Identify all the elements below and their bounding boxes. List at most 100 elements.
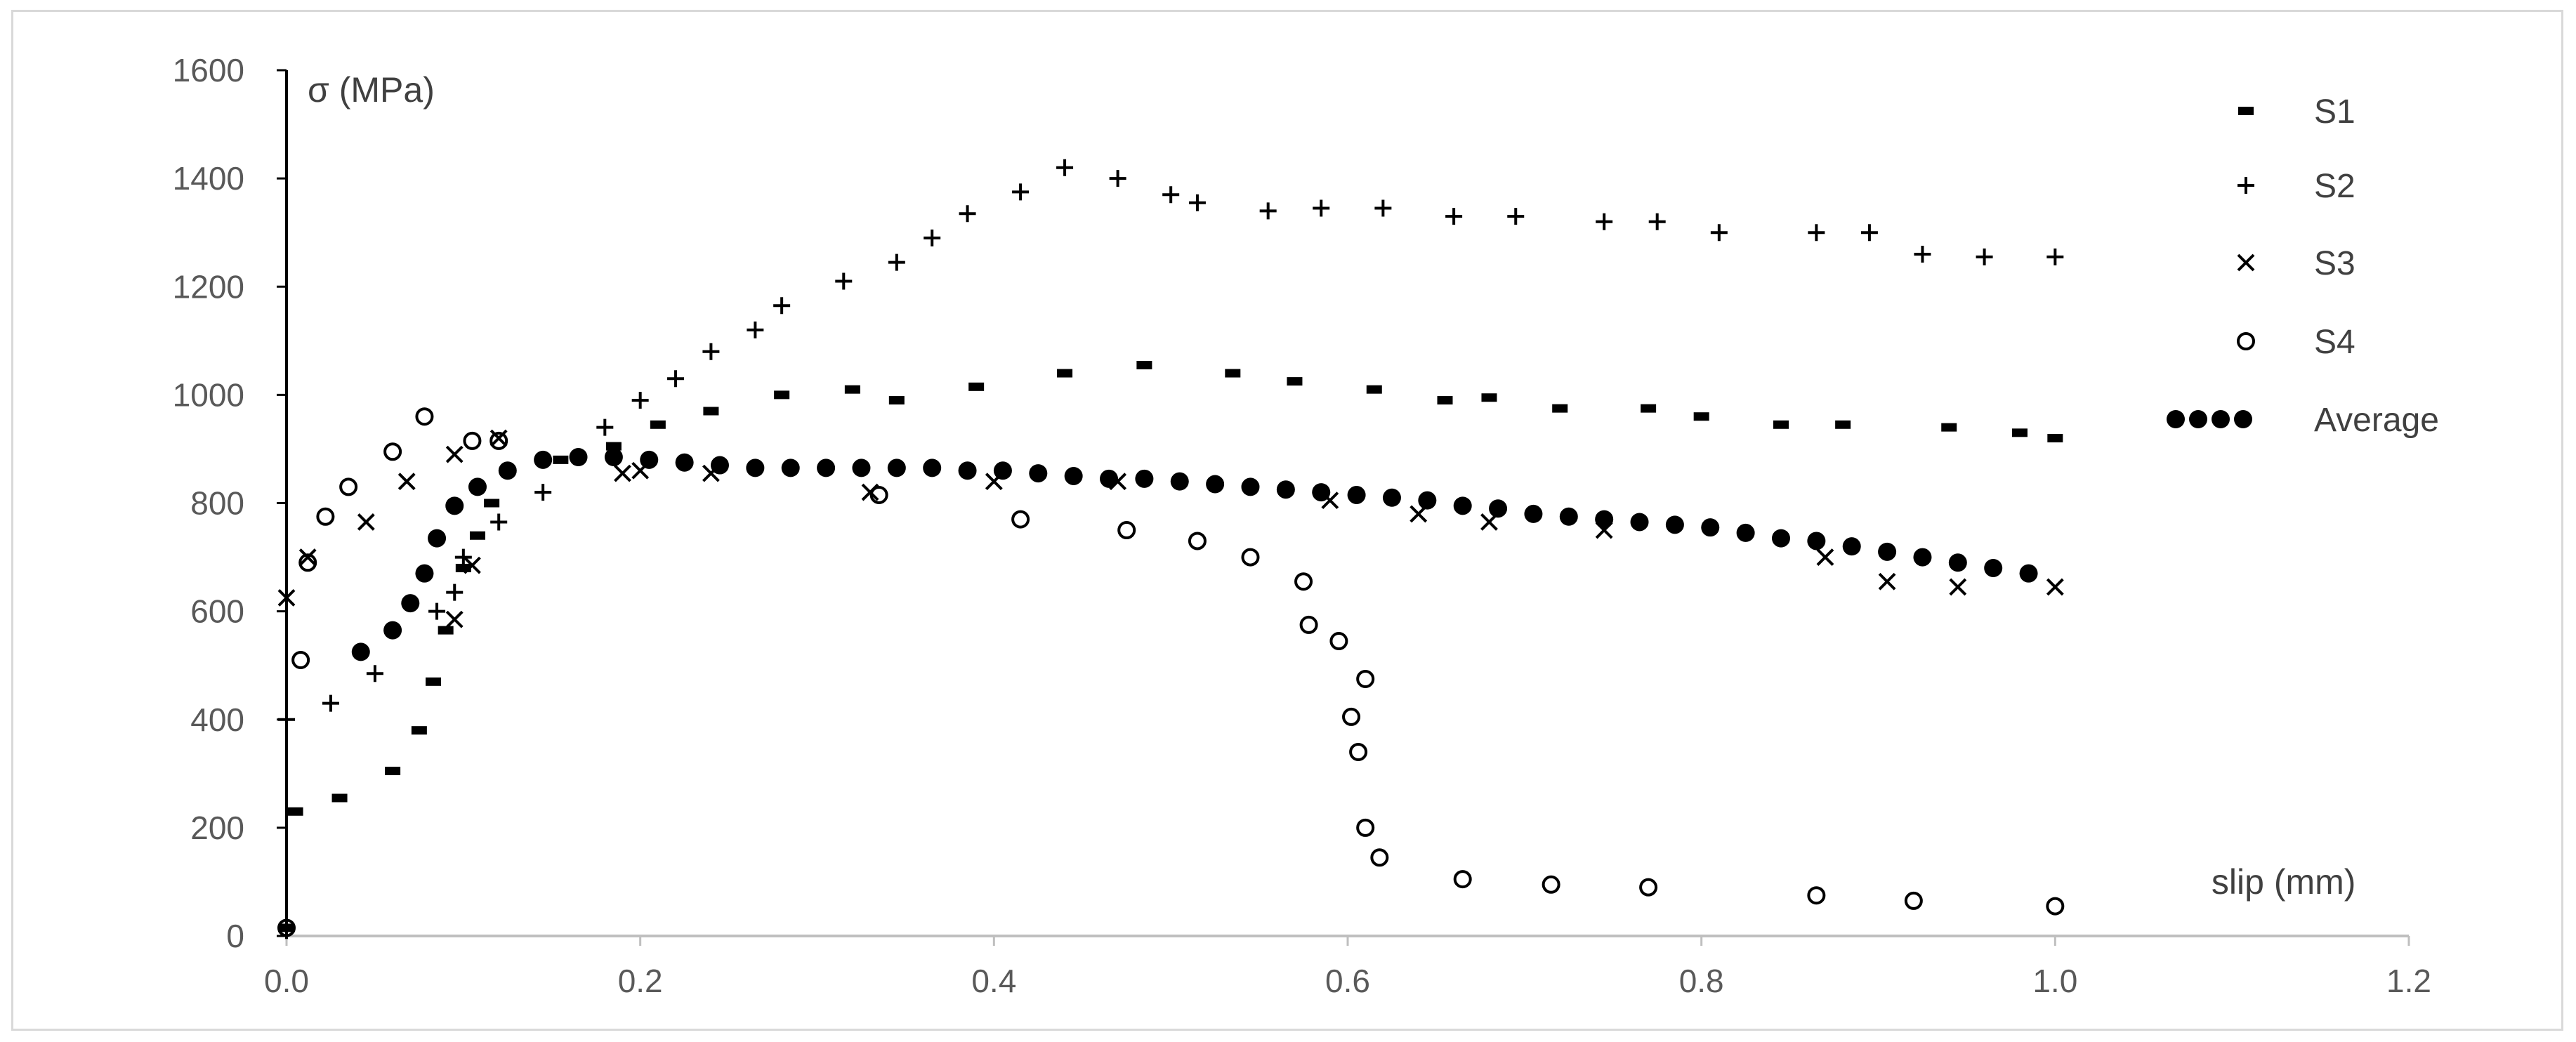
data-point-s2	[835, 272, 853, 290]
data-point-s2	[1507, 208, 1525, 225]
data-point-s2	[1109, 170, 1126, 187]
data-point-s4	[1453, 870, 1472, 889]
data-point-average	[1984, 558, 2003, 577]
data-point-average	[1948, 553, 1967, 572]
data-point-s1	[605, 442, 622, 451]
data-point-average	[1489, 499, 1508, 518]
data-point-s2	[278, 711, 295, 728]
data-point-average	[1736, 523, 1755, 542]
data-point-s1	[411, 726, 427, 735]
legend-marker	[2167, 410, 2185, 428]
data-point-average	[1206, 475, 1225, 494]
data-point-s4	[1370, 848, 1389, 867]
data-point-s1	[1057, 369, 1073, 378]
data-point-s1	[1366, 385, 1382, 394]
data-point-s2	[1188, 194, 1206, 211]
data-point-s2	[2046, 248, 2064, 265]
x-axis-label: slip (mm)	[2212, 862, 2356, 902]
data-point-average	[1771, 529, 1790, 548]
data-point-average	[1312, 483, 1331, 502]
data-point-s2	[959, 205, 976, 223]
data-point-s2	[428, 602, 446, 620]
data-point-s2	[924, 229, 941, 246]
data-point-s3	[445, 610, 464, 628]
data-point-average	[534, 450, 553, 469]
data-point-s2	[454, 548, 472, 566]
data-point-s2	[1976, 248, 1993, 265]
data-point-s4	[1356, 818, 1375, 837]
data-point-s2	[631, 392, 649, 409]
data-point-average	[498, 461, 517, 480]
data-point-s2	[702, 343, 720, 360]
legend-label: S1	[2314, 93, 2355, 131]
y-axis-label: σ (MPa)	[308, 70, 435, 110]
data-point-s4	[1299, 615, 1318, 634]
data-point-s3	[489, 429, 508, 447]
data-point-s4	[291, 650, 310, 669]
data-point-s1	[1437, 396, 1453, 405]
x-tick-label: 0.0	[264, 963, 309, 999]
x-tick-label: 0.4	[971, 963, 1016, 999]
data-point-s4	[489, 431, 508, 450]
y-tick-label: 1000	[173, 376, 244, 413]
data-point-average	[1135, 469, 1154, 488]
data-point-s1	[426, 677, 442, 686]
data-point-s1	[2011, 428, 2028, 437]
x-tick-label: 0.2	[618, 963, 663, 999]
data-point-s3	[1816, 548, 1834, 566]
data-point-s4	[339, 477, 358, 496]
data-point-s3	[1480, 513, 1498, 531]
data-point-average	[1453, 496, 1472, 515]
data-point-average	[1347, 485, 1366, 504]
data-point-s4	[277, 918, 296, 937]
data-point-s1	[1773, 420, 1789, 429]
y-tick-label: 1600	[173, 52, 244, 88]
data-point-s2	[1710, 224, 1728, 242]
data-point-s4	[1807, 886, 1826, 905]
data-point-average	[428, 529, 447, 548]
series-s3-points	[277, 429, 2064, 628]
data-point-s1	[1941, 423, 1957, 432]
data-point-average	[1701, 518, 1720, 537]
data-point-s1	[1641, 404, 1657, 413]
legend-item-s4: S4	[2237, 324, 2355, 361]
x-tick-label: 0.6	[1325, 963, 1370, 999]
data-point-average	[445, 496, 464, 515]
chart-frame	[11, 10, 2563, 1031]
data-point-s4	[316, 507, 335, 526]
x-tick-label: 0.8	[1679, 963, 1724, 999]
data-point-average	[1524, 504, 1543, 523]
data-point-s4	[415, 407, 434, 426]
legend-marker	[2237, 177, 2254, 194]
data-point-s2	[446, 583, 464, 601]
data-point-average	[1559, 507, 1578, 526]
series-average-points	[351, 447, 2038, 661]
data-point-s1	[844, 385, 860, 394]
data-point-s4	[1542, 875, 1560, 894]
data-point-s2	[596, 418, 614, 436]
legend-marker	[2238, 107, 2254, 115]
data-point-s3	[464, 556, 481, 574]
legend-item-average: Average	[2167, 402, 2439, 439]
data-point-s2	[1860, 224, 1878, 242]
data-point-average	[415, 564, 434, 583]
data-point-average	[468, 477, 487, 496]
data-point-s4	[1904, 891, 1923, 910]
data-point-average	[2019, 564, 2038, 583]
data-point-s4	[2046, 897, 2065, 916]
legend-marker	[2237, 253, 2255, 272]
data-point-s1	[385, 766, 401, 775]
x-tick-label: 1.0	[2032, 963, 2077, 999]
data-point-s3	[1949, 578, 1967, 596]
data-point-s2	[1012, 183, 1030, 201]
legend-marker	[2212, 410, 2230, 428]
data-point-s1	[1835, 420, 1851, 429]
data-point-s2	[667, 370, 685, 388]
legend: S1 S2 S3 S4 Average	[2167, 93, 2439, 439]
data-point-s4	[383, 442, 402, 461]
data-point-average	[604, 447, 623, 466]
data-point-average	[958, 461, 977, 480]
data-point-s2	[490, 513, 508, 531]
data-point-s1	[774, 390, 790, 400]
data-point-average	[569, 447, 588, 466]
